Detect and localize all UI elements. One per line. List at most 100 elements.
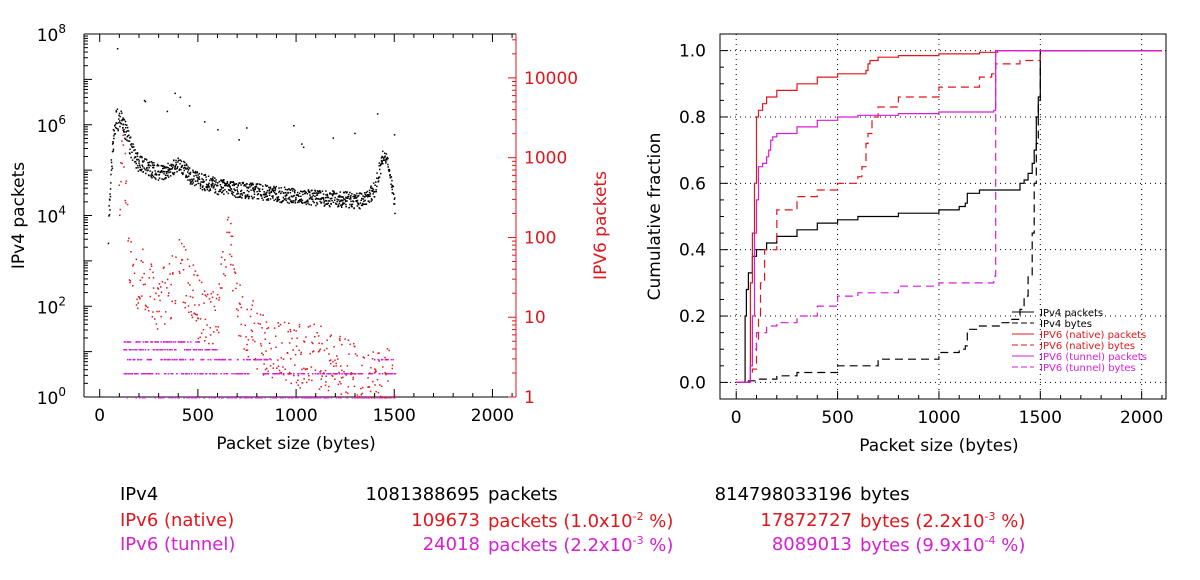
ipv4-point <box>327 200 330 202</box>
ipv4-point <box>171 168 173 170</box>
ipv4-point <box>192 180 194 182</box>
ipv4-point <box>108 205 110 207</box>
ipv4-point <box>208 186 210 188</box>
ipv4-point <box>169 175 172 177</box>
tunnel-point <box>265 373 267 375</box>
ipv4-point <box>307 200 309 203</box>
tunnel-point <box>273 397 275 399</box>
ipv4-point <box>188 172 190 175</box>
ipv4-point <box>206 186 208 189</box>
tunnel-point <box>163 358 166 361</box>
tunnel-point <box>363 397 366 399</box>
ipv4-point <box>203 188 205 190</box>
tunnel-point <box>142 349 144 351</box>
native-point <box>385 358 388 361</box>
ipv4-point <box>268 192 270 194</box>
tunnel-point <box>198 349 200 351</box>
ipv4-point <box>109 188 112 190</box>
ipv4-point <box>265 185 267 187</box>
ipv4-point <box>308 198 311 200</box>
ipv4-point <box>384 155 386 157</box>
ipv4-point <box>170 163 172 166</box>
ipv4-point <box>333 193 335 195</box>
ipv4-point <box>265 196 267 198</box>
native-point <box>213 305 216 308</box>
native-point <box>346 365 349 367</box>
ipv4-point <box>238 196 240 198</box>
ipv4-point <box>332 201 335 203</box>
ipv4-point <box>149 164 152 167</box>
ipv4-point <box>296 201 299 204</box>
tunnel-point <box>301 397 303 399</box>
ipv4-point <box>198 172 201 175</box>
ipv4-point <box>253 196 255 198</box>
tunnel-point <box>178 341 180 343</box>
ipv4-point <box>246 127 248 129</box>
ipv4-point <box>202 185 204 187</box>
ipv4-point <box>126 130 129 132</box>
ipv4-point <box>338 199 340 201</box>
native-point <box>178 239 181 241</box>
native-point <box>318 350 321 352</box>
native-point <box>191 314 193 316</box>
ipv4-point <box>240 192 243 195</box>
native-point <box>141 276 144 279</box>
native-point <box>271 376 274 379</box>
native-point <box>294 364 296 366</box>
ipv4-point <box>247 187 250 189</box>
ipv4-point <box>257 187 259 189</box>
ipv4-point <box>210 186 213 188</box>
ipv4-point <box>320 197 322 200</box>
ipv4-point <box>186 167 189 170</box>
native-point <box>303 378 305 380</box>
tunnel-point <box>185 373 187 375</box>
ipv4-point <box>362 195 364 197</box>
tunnel-point <box>298 373 300 375</box>
native-point <box>196 313 198 316</box>
native-point <box>349 343 351 346</box>
native-point <box>330 334 332 336</box>
tunnel-point <box>127 341 129 343</box>
native-point <box>240 323 242 326</box>
ipv4-point <box>133 157 136 159</box>
native-point <box>178 270 180 273</box>
left-scatter-chart: 0 500 1000 1500 2000100102104106108110100100… <box>9 22 611 454</box>
ipv4-point <box>128 134 130 136</box>
ipv4-point <box>261 197 263 199</box>
native-point <box>305 368 307 370</box>
tunnel-point <box>160 358 162 361</box>
native-point <box>130 251 132 253</box>
ipv4-point <box>394 203 396 205</box>
tunnel-point <box>182 373 184 375</box>
ipv4-point <box>234 189 237 192</box>
ipv4-point <box>130 144 132 146</box>
native-point <box>160 291 163 293</box>
ipv4-point <box>302 190 304 193</box>
summary-bytes-word: bytes (9.9x10-4 %) <box>860 534 1026 556</box>
ipv4-point <box>112 141 114 143</box>
ipv4-point <box>243 185 245 187</box>
native-point <box>288 322 290 324</box>
ipv4-point <box>204 121 206 123</box>
ipv4-point <box>275 185 277 188</box>
ipv4-point <box>337 204 339 206</box>
tunnel-point <box>314 373 317 375</box>
tunnel-point <box>275 397 278 399</box>
ipv4-point <box>298 192 301 195</box>
ipv4-point <box>150 175 152 178</box>
native-point <box>187 305 190 307</box>
ipv4-point <box>157 170 160 172</box>
native-point <box>119 208 121 211</box>
native-point <box>164 282 166 284</box>
native-point <box>129 281 131 284</box>
tunnel-point <box>204 397 206 399</box>
native-point <box>211 296 214 299</box>
ipv4-point <box>275 193 278 195</box>
tunnel-point <box>381 358 383 361</box>
ipv4-point <box>137 166 139 169</box>
ipv4-point <box>207 184 210 186</box>
native-point <box>268 342 271 344</box>
native-point <box>260 343 262 345</box>
tunnel-point <box>240 397 243 399</box>
ipv4-point <box>151 174 154 177</box>
